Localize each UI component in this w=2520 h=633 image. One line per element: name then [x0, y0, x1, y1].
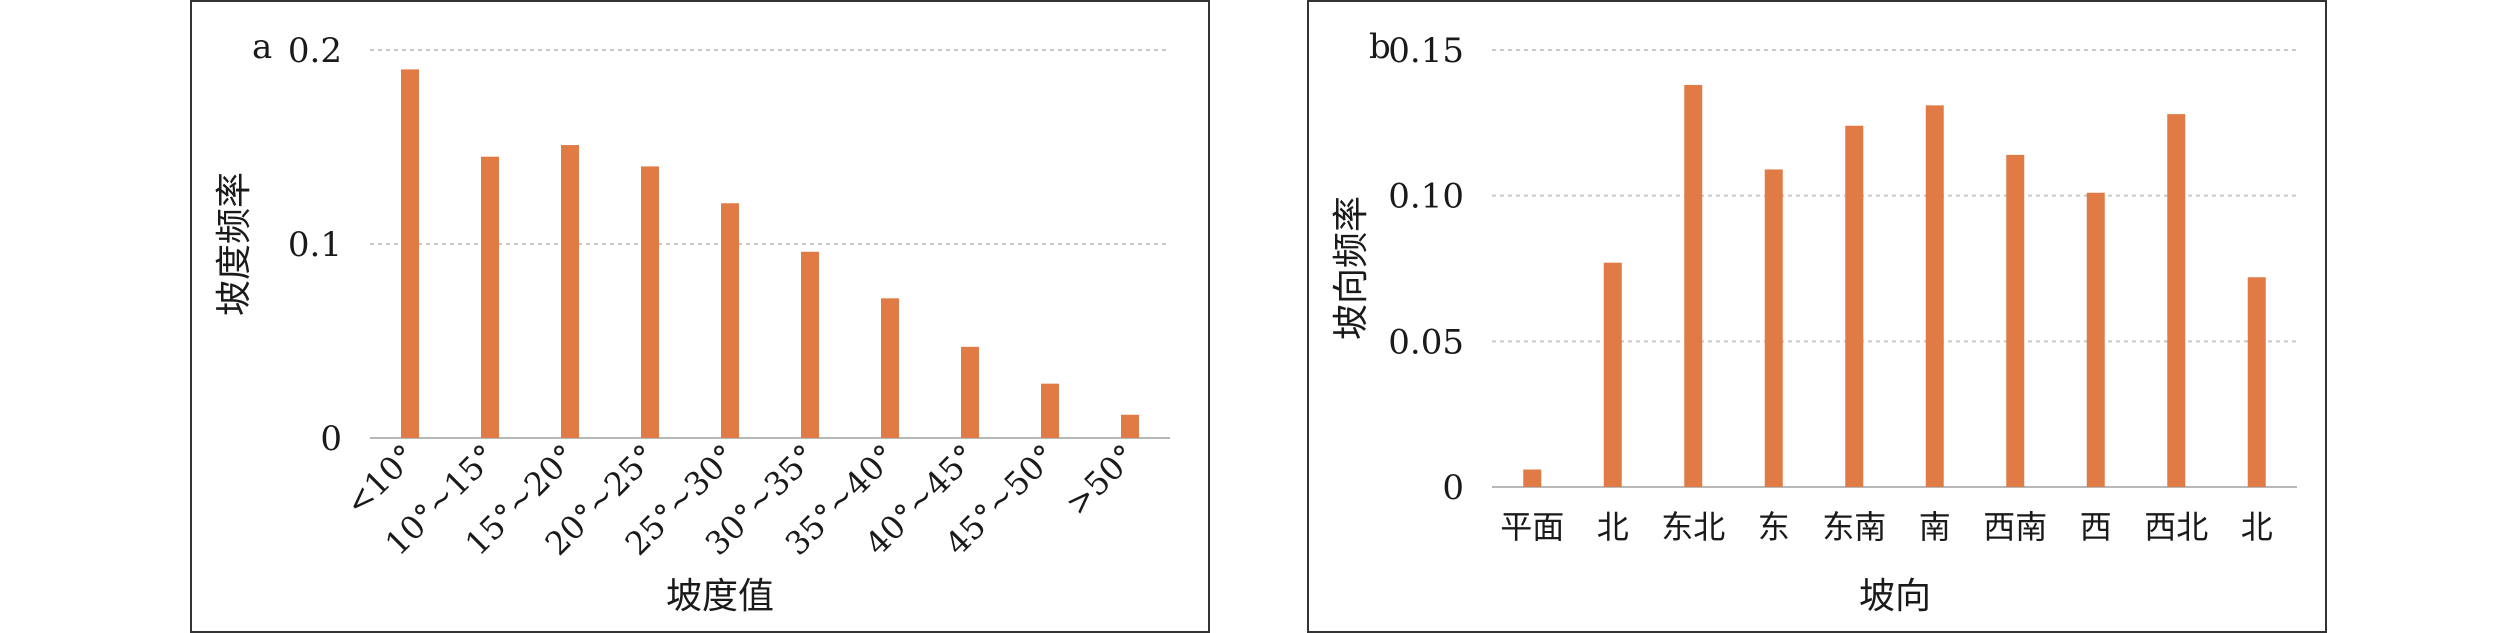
x-axis-label: 坡向: [1859, 576, 1931, 617]
x-tick-label: 东北: [1661, 508, 1725, 546]
bar: [1041, 383, 1059, 438]
x-tick-label: 北: [2241, 508, 2273, 546]
bar: [1925, 105, 1944, 487]
aspect-frequency-chart: b 00.050.100.15 平面北东北东东南南西南西西北北 坡向频率 坡向: [1307, 0, 2327, 633]
y-tick-label: 0.1: [288, 225, 342, 265]
panel-label: a: [252, 27, 272, 67]
x-tick-labels: <10°10°~15°15°~20°20°~25°25°~30°30°~35°3…: [338, 437, 1144, 563]
bar: [2006, 154, 2025, 487]
grid-lines: [370, 49, 1170, 439]
y-tick-label: 0: [320, 419, 342, 459]
bar: [721, 203, 739, 438]
panel-label: b: [1369, 27, 1391, 67]
y-tick-label: 0: [1442, 468, 1464, 508]
bar: [1523, 469, 1542, 487]
y-tick-labels: 0 0.1 0.2: [288, 31, 342, 459]
grid-lines: [1492, 49, 2297, 488]
x-tick-label: 西: [2080, 508, 2112, 546]
x-axis-label: 坡度值: [666, 576, 774, 617]
y-tick-label: 0.2: [288, 31, 342, 71]
x-tick-label: >50°: [1058, 437, 1144, 523]
x-tick-label: 南: [1919, 508, 1951, 546]
chart-panel-a: a 0 0.1 0.2 <10° 10°~15° 15°~20° 20°~25° 25°~3…: [190, 0, 1210, 633]
y-tick-label: 0.15: [1388, 31, 1464, 71]
bars: [1523, 84, 2266, 488]
bar: [1603, 262, 1622, 487]
bar: [1121, 414, 1139, 438]
bar: [561, 145, 579, 438]
y-tick-label: 0.10: [1388, 177, 1464, 217]
bar: [2167, 114, 2186, 488]
bar: [481, 156, 499, 438]
bar: [881, 298, 899, 438]
y-tick-labels: 0 0.05 0.10 0.15: [1388, 31, 1464, 508]
x-tick-label: 东: [1758, 508, 1790, 546]
bar: [1845, 125, 1864, 487]
slope-frequency-chart: a 0 0.1 0.2 <10°10°~15°15°~20°20°~25°25°~3…: [190, 0, 1210, 633]
bars: [401, 69, 1139, 439]
panel-frame: [190, 0, 1210, 633]
y-tick-label: 0.05: [1388, 322, 1464, 362]
bar: [801, 251, 819, 438]
bar: [961, 346, 979, 438]
x-tick-label: 北: [1597, 508, 1629, 546]
bar: [641, 166, 659, 438]
y-axis-label: 坡向频率: [1331, 196, 1372, 340]
bar: [2086, 192, 2105, 487]
bar: [2247, 277, 2266, 487]
x-tick-label: 平面: [1500, 508, 1564, 546]
bar: [1684, 84, 1703, 488]
y-axis-label: 坡度频率: [214, 172, 255, 316]
chart-panel-b: b 0 0.05 0.10 0.15 平面北东北东东南南西南西西北北 坡向频率 坡向: [1307, 0, 2327, 633]
x-tick-label: 西北: [2144, 508, 2208, 546]
x-tick-labels: 平面北东北东东南南西南西西北北: [1500, 508, 2273, 546]
bar: [1764, 169, 1783, 488]
bar: [401, 69, 419, 439]
panel-frame: [1307, 0, 2327, 633]
x-tick-label: 东南: [1822, 508, 1886, 546]
x-tick-label: 西南: [1983, 508, 2047, 546]
